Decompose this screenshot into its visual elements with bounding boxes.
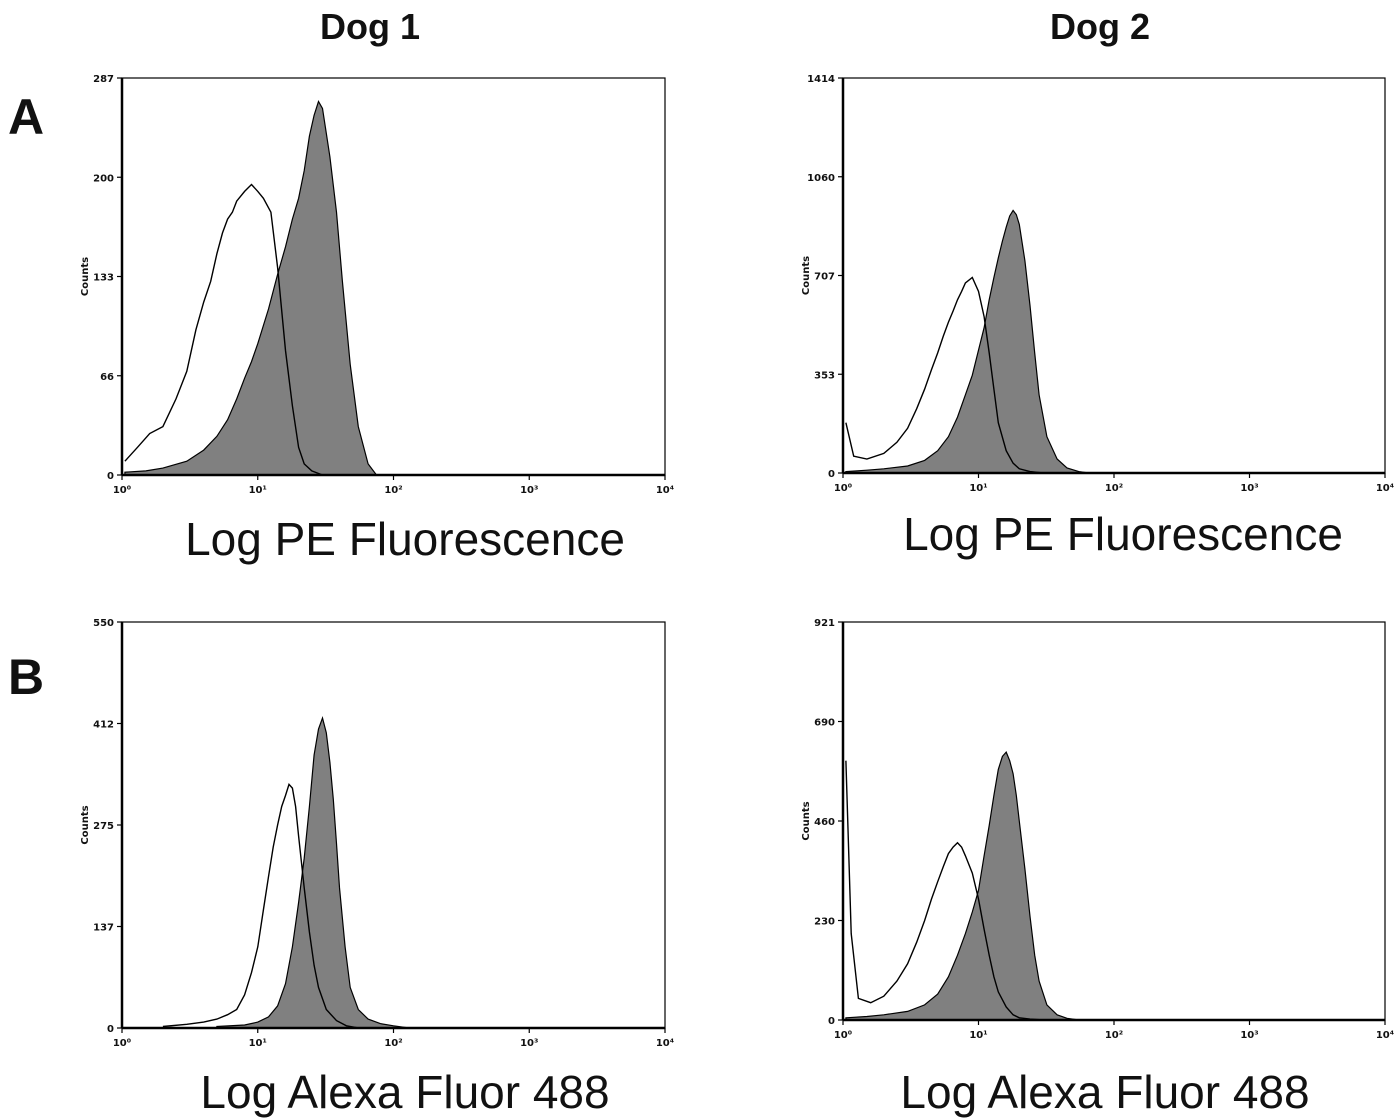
x-tick-label: 10² [384, 1038, 402, 1049]
y-tick-label: 550 [93, 618, 114, 629]
x-tick-label: 10¹ [969, 1030, 987, 1041]
plot-frame [842, 77, 1386, 474]
x-tick-label: 10² [1105, 1030, 1123, 1041]
x-axis-label: Log Alexa Fluor 488 [200, 1066, 609, 1118]
x-tick-label: 10⁰ [113, 1038, 131, 1049]
y-axis-label: Counts [801, 256, 812, 295]
y-tick-label: 412 [93, 720, 114, 731]
y-tick-label: 1060 [807, 173, 835, 184]
plot-frame [121, 621, 666, 1029]
y-tick-label: 1414 [807, 74, 835, 85]
x-tick-label: 10⁴ [656, 485, 674, 496]
column-title-dog1: Dog 1 [319, 6, 420, 47]
y-tick-label: 275 [93, 821, 114, 832]
y-tick-label: 137 [93, 923, 114, 934]
x-axis-label: Log PE Fluorescence [185, 513, 625, 565]
y-tick-label: 0 [107, 1024, 114, 1035]
y-tick-label: 460 [814, 817, 835, 828]
x-tick-label: 10³ [1240, 1030, 1258, 1041]
histogram-outline-series [845, 760, 1044, 1021]
histogram-panel-A-dog2: 0 353 707 1060 1414 10⁰ 10¹ 10² 10³ 10⁴ Counts Log … [801, 74, 1394, 560]
x-tick-label: 10⁴ [1376, 1030, 1394, 1041]
y-axis-label: Counts [80, 257, 91, 296]
x-tick-label: 10⁰ [834, 1030, 852, 1041]
x-tick-label: 10⁰ [834, 483, 852, 494]
histogram-outline-series [845, 276, 1044, 474]
x-tick-label: 10¹ [249, 485, 267, 496]
y-tick-label: 200 [93, 173, 114, 184]
y-tick-label: 66 [100, 372, 114, 383]
x-tick-label: 10² [384, 485, 402, 496]
histogram-filled-series [216, 715, 410, 1029]
y-tick-label: 0 [828, 469, 835, 480]
x-axis-label: Log PE Fluorescence [903, 508, 1343, 560]
x-tick-label: 10⁴ [656, 1038, 674, 1049]
histogram-panel-B-dog1: 0 137 275 412 550 10⁰ 10¹ 10² 10³ 10⁴ Counts Log Al… [80, 618, 674, 1118]
histogram-filled-series [124, 100, 378, 476]
x-tick-label: 10³ [520, 485, 538, 496]
y-tick-label: 230 [814, 917, 835, 928]
y-tick-label: 353 [814, 370, 835, 381]
y-tick-label: 133 [93, 273, 114, 284]
histogram-outline-series [124, 183, 323, 476]
y-axis-label: Counts [801, 801, 812, 840]
histogram-panel-B-dog2: 0 230 460 690 921 10⁰ 10¹ 10² 10³ 10⁴ Counts Log Al… [801, 618, 1394, 1118]
histogram-filled-series [845, 209, 1089, 474]
x-tick-label: 10¹ [249, 1038, 267, 1049]
y-tick-label: 287 [93, 74, 114, 85]
x-axis-label: Log Alexa Fluor 488 [900, 1066, 1309, 1118]
y-tick-label: 0 [107, 471, 114, 482]
x-tick-label: 10³ [520, 1038, 538, 1049]
y-axis-label: Counts [80, 805, 91, 844]
x-tick-label: 10³ [1240, 483, 1258, 494]
histogram-panel-A-dog1: 0 66 133 200 287 10⁰ 10¹ 10² 10³ 10⁴ Counts Log PE … [80, 74, 674, 565]
panel-label-b: B [8, 649, 45, 705]
y-tick-label: 921 [814, 618, 835, 629]
column-title-dog2: Dog 2 [1049, 6, 1150, 47]
plot-frame [121, 77, 666, 476]
y-tick-label: 690 [814, 718, 835, 729]
x-tick-label: 10⁰ [113, 485, 131, 496]
histogram-outline-series [162, 783, 359, 1029]
histogram-filled-series [845, 750, 1079, 1021]
x-tick-label: 10⁴ [1376, 483, 1394, 494]
x-tick-label: 10¹ [969, 483, 987, 494]
y-tick-label: 0 [828, 1016, 835, 1027]
panel-label-a: A [8, 89, 45, 145]
x-tick-label: 10² [1105, 483, 1123, 494]
y-tick-label: 707 [814, 272, 835, 283]
plot-frame [842, 621, 1386, 1021]
